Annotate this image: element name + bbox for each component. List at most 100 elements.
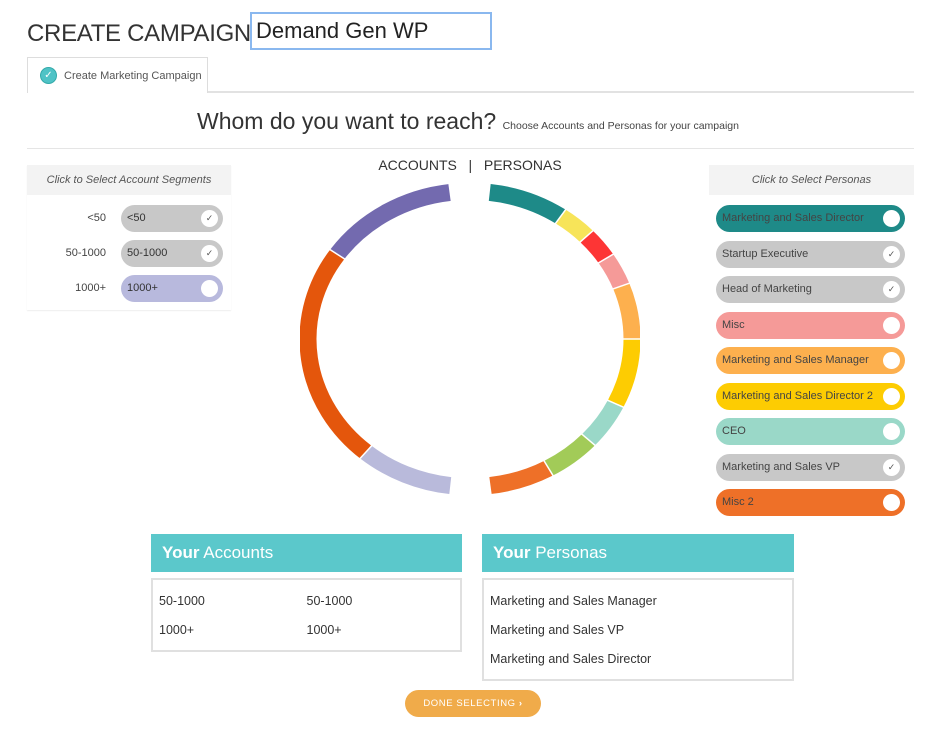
arc-separator [487, 476, 492, 495]
personas-arc [555, 209, 593, 243]
segment-toggle[interactable]: <50 ✓ [121, 205, 223, 232]
done-selecting-button[interactable]: DONE SELECTING › [405, 690, 541, 717]
personas-arc [580, 230, 613, 264]
check-icon: ✓ [201, 210, 218, 227]
accounts-arc [330, 183, 452, 260]
question-sub: Choose Accounts and Personas for your ca… [502, 120, 739, 132]
personas-arc [613, 282, 640, 340]
toggle-knob [883, 387, 900, 405]
toggle-knob [201, 280, 218, 297]
check-circle-icon: ✓ [40, 67, 57, 84]
done-label: DONE SELECTING [423, 698, 516, 709]
your-personas-header: Your Personas [482, 534, 794, 572]
arc-separator [597, 252, 615, 265]
header-title: Personas [535, 543, 608, 562]
segment-label: <50 [87, 212, 106, 224]
arc-separator [448, 183, 453, 202]
chart-header: ACCOUNTS | PERSONAS [300, 157, 640, 173]
persona-toggle[interactable]: Marketing and Sales VP ✓ [716, 453, 905, 481]
account-cell: 50-1000 [306, 593, 353, 608]
account-segments-heading: Click to Select Account Segments [27, 165, 231, 195]
account-segments-panel: Click to Select Account Segments <50 <50… [27, 165, 231, 310]
segment-toggle[interactable]: 1000+ [121, 275, 223, 302]
segment-label: 50-1000 [65, 247, 106, 259]
check-icon: ✓ [201, 245, 218, 262]
persona-toggle[interactable]: Misc 2 [716, 489, 905, 516]
tab-divider [27, 91, 914, 93]
check-icon: ✓ [883, 458, 900, 476]
campaign-name-input[interactable] [250, 12, 492, 50]
persona-toggle[interactable]: Head of Marketing ✓ [716, 276, 905, 303]
separator: | [468, 157, 473, 173]
persona-label: Misc 2 [722, 496, 754, 508]
personas-arc [544, 433, 595, 476]
personas-label: PERSONAS [483, 157, 562, 173]
persona-label: Marketing and Sales Director [722, 212, 864, 224]
persona-toggle[interactable]: Startup Executive ✓ [716, 240, 905, 268]
account-segment-row: <50 <50 ✓ [27, 205, 231, 232]
personas-arc [608, 338, 640, 408]
toggle-knob [883, 352, 900, 369]
toggle-knob [883, 494, 900, 511]
persona-label: Misc [722, 318, 745, 331]
toggle-knob [883, 210, 900, 227]
persona-label: Head of Marketing [722, 283, 812, 295]
check-icon: ✓ [883, 281, 900, 298]
header-title: Accounts [203, 543, 274, 562]
tab-create-marketing-campaign[interactable]: ✓ Create Marketing Campaign [27, 57, 208, 93]
segment-label: 1000+ [75, 282, 106, 294]
question-main: Whom do you want to reach? [197, 108, 497, 134]
persona-toggle[interactable]: Misc [716, 311, 905, 339]
your-personas-list: Marketing and Sales Manager Marketing and… [482, 578, 794, 681]
persona-toggle[interactable]: CEO [716, 418, 905, 445]
accounts-arc [300, 249, 372, 459]
personas-arc [488, 183, 566, 224]
segment-pill-label: 50-1000 [127, 247, 168, 259]
your-accounts-header: Your Accounts [151, 534, 462, 572]
personas-arc [582, 399, 624, 446]
account-cell: 50-1000 [159, 593, 205, 608]
arc-separator [611, 282, 631, 291]
account-segment-row: 1000+ 1000+ [27, 275, 231, 302]
segment-toggle[interactable]: 50-1000 ✓ [121, 240, 223, 267]
your-accounts-list: 50-1000 50-1000 1000+ 1000+ [151, 578, 462, 652]
header-bold: Your [493, 543, 531, 562]
header-bold: Your [162, 543, 200, 562]
section-heading: Whom do you want to reach? Choose Accoun… [0, 108, 936, 135]
persona-row: Marketing and Sales Director [490, 651, 652, 666]
accounts-label: ACCOUNTS [378, 157, 457, 173]
segment-pill-label: <50 [127, 212, 146, 224]
donut-chart [300, 183, 640, 495]
personas-arc [488, 460, 553, 495]
personas-arc [598, 253, 630, 290]
check-icon: ✓ [883, 245, 900, 263]
persona-label: Marketing and Sales Director 2 [722, 389, 874, 402]
arc-separator [358, 444, 373, 460]
persona-toggle[interactable]: Marketing and Sales Director 2 [716, 382, 905, 410]
segment-pill-label: 1000+ [127, 282, 158, 294]
persona-label: Startup Executive [722, 247, 809, 260]
account-segment-row: 50-1000 50-1000 ✓ [27, 240, 231, 267]
arc-separator [554, 208, 567, 225]
toggle-knob [883, 423, 900, 440]
chevron-right-icon: › [518, 698, 523, 709]
account-cell: 1000+ [306, 622, 342, 637]
persona-toggle[interactable]: Marketing and Sales Manager [716, 347, 905, 374]
persona-toggle[interactable]: Marketing and Sales Director [716, 205, 905, 232]
persona-row: Marketing and Sales VP [490, 622, 625, 637]
tab-label: Create Marketing Campaign [64, 69, 202, 82]
arc-separator [328, 248, 346, 261]
arc-separator [606, 399, 625, 409]
page-title: CREATE CAMPAIGN [27, 20, 251, 47]
personas-heading: Click to Select Personas [709, 165, 914, 195]
personas-panel: Click to Select Personas Marketing and S… [709, 165, 914, 525]
persona-label: Marketing and Sales VP [722, 460, 841, 473]
your-personas-box: Your Personas Marketing and Sales Manage… [482, 534, 794, 681]
arc-separator [543, 459, 555, 477]
persona-label: CEO [722, 425, 746, 437]
persona-row: Marketing and Sales Manager [490, 593, 657, 608]
account-row: 1000+ 1000+ [159, 615, 454, 644]
account-row: 50-1000 50-1000 [159, 586, 454, 615]
account-cell: 1000+ [159, 622, 195, 637]
divider [27, 148, 914, 149]
